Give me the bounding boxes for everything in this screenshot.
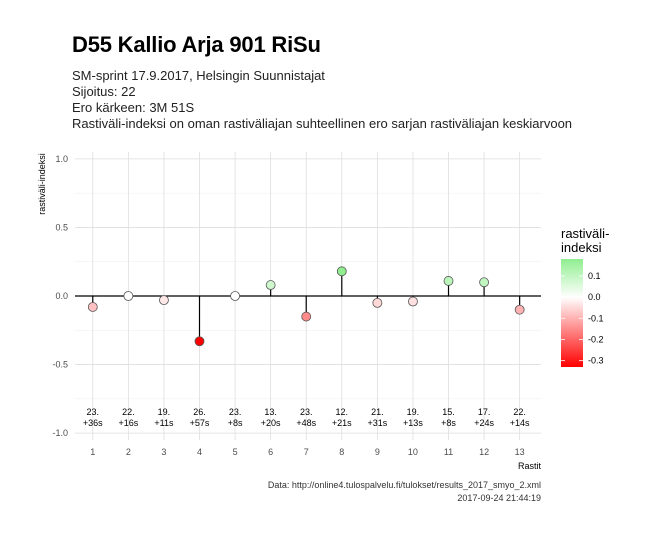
point-label-rank: 22. <box>513 407 526 417</box>
point-label-diff: +8s <box>441 418 456 428</box>
x-tick-label: 8 <box>339 447 344 457</box>
point-label-rank: 12. <box>336 407 349 417</box>
point-label-rank: 19. <box>407 407 420 417</box>
legend-title-line-2: indeksi <box>561 240 602 255</box>
point-label-rank: 15. <box>442 407 455 417</box>
y-axis-title: rastiväli-indeksi <box>37 153 47 215</box>
point-label-diff: +57s <box>190 418 210 428</box>
point-label-rank: 23. <box>300 407 313 417</box>
legend-colorbar <box>561 259 583 367</box>
legend-ticks: 0.1 0.0 -0.1 -0.2 -0.3 <box>561 271 604 366</box>
x-tick-label: 12 <box>479 447 489 457</box>
point-label-diff: +21s <box>332 418 352 428</box>
point-label-rank: 22. <box>122 407 135 417</box>
data-point <box>87 302 98 312</box>
point-label-diff: +8s <box>228 418 243 428</box>
legend-tick-label: 0.0 <box>588 292 601 302</box>
point-label-rank: 13. <box>264 407 277 417</box>
x-tick-label: 6 <box>268 447 273 457</box>
x-tick-label: 2 <box>126 447 131 457</box>
x-tick-label: 7 <box>304 447 309 457</box>
point-label-rank: 19. <box>158 407 171 417</box>
y-tick-label: -0.5 <box>52 360 68 370</box>
y-tick-label: 0.0 <box>55 291 68 301</box>
subtitle-line-4: Rastiväli-indeksi on oman rastiväliajan … <box>72 116 573 131</box>
point-label-rank: 26. <box>193 407 206 417</box>
y-tick-label: 1.0 <box>55 154 68 164</box>
data-point <box>336 266 347 277</box>
y-tick-label: -1.0 <box>52 428 68 438</box>
x-tick-labels: 1 2 3 4 5 6 7 8 9 10 11 12 13 <box>90 447 524 457</box>
data-point <box>159 295 169 306</box>
point-label-diff: +48s <box>296 418 316 428</box>
data-point <box>514 304 525 315</box>
data-point <box>443 276 454 286</box>
point-label-diff: +24s <box>474 418 494 428</box>
data-point <box>230 291 240 301</box>
data-point <box>301 311 312 322</box>
color-legend: rastiväli- indeksi 0.1 0.0 -0.1 -0.2 -0.3 <box>561 226 609 367</box>
x-tick-label: 1 <box>90 447 95 457</box>
point-label-diff: +13s <box>403 418 423 428</box>
legend-tick-label: -0.1 <box>588 313 604 323</box>
subtitle-line-2: Sijoitus: 22 <box>72 84 136 99</box>
x-axis-title: Rastit <box>518 461 542 471</box>
data-point <box>372 297 383 308</box>
x-tick-label: 5 <box>233 447 238 457</box>
x-tick-label: 3 <box>161 447 166 457</box>
point-label-diff: +31s <box>367 418 387 428</box>
data-points <box>87 266 525 347</box>
caption-source: Data: http://online4.tulospalvelu.fi/tul… <box>267 480 541 490</box>
caption-timestamp: 2017-09-24 21:44:19 <box>457 493 541 503</box>
subtitle-line-3: Ero kärkeen: 3M 51S <box>72 100 195 115</box>
point-label-diff: +20s <box>261 418 281 428</box>
data-point <box>479 277 489 288</box>
point-label-rank: 23. <box>229 407 242 417</box>
point-label-diff: +14s <box>510 418 530 428</box>
x-tick-label: 4 <box>197 447 202 457</box>
data-point <box>408 296 418 307</box>
x-tick-label: 10 <box>408 447 418 457</box>
y-tick-labels: -1.0 -0.5 0.0 0.5 1.0 <box>52 154 68 438</box>
chart-title: D55 Kallio Arja 901 RiSu <box>72 32 321 57</box>
x-tick-label: 13 <box>515 447 525 457</box>
y-tick-label: 0.5 <box>55 222 68 232</box>
point-label-rank: 23. <box>87 407 100 417</box>
point-label-rank: 21. <box>371 407 384 417</box>
point-label-rank: 17. <box>478 407 491 417</box>
data-point <box>265 280 276 290</box>
legend-tick-label: 0.1 <box>588 271 601 281</box>
legend-tick-label: -0.2 <box>588 334 604 344</box>
data-point <box>194 336 205 347</box>
legend-tick-label: -0.3 <box>588 356 604 366</box>
x-tick-label: 11 <box>444 447 453 457</box>
point-label-diff: +11s <box>154 418 174 428</box>
subtitle-line-1: SM-sprint 17.9.2017, Helsingin Suunnista… <box>72 68 325 83</box>
point-label-diff: +36s <box>83 418 103 428</box>
point-labels: 23.+36s22.+16s19.+11s26.+57s23.+8s13.+20… <box>83 407 530 428</box>
legend-title-line-1: rastiväli- <box>561 226 609 241</box>
data-point <box>123 291 134 301</box>
point-label-diff: +16s <box>118 418 138 428</box>
x-tick-label: 9 <box>375 447 380 457</box>
grid <box>75 152 541 440</box>
